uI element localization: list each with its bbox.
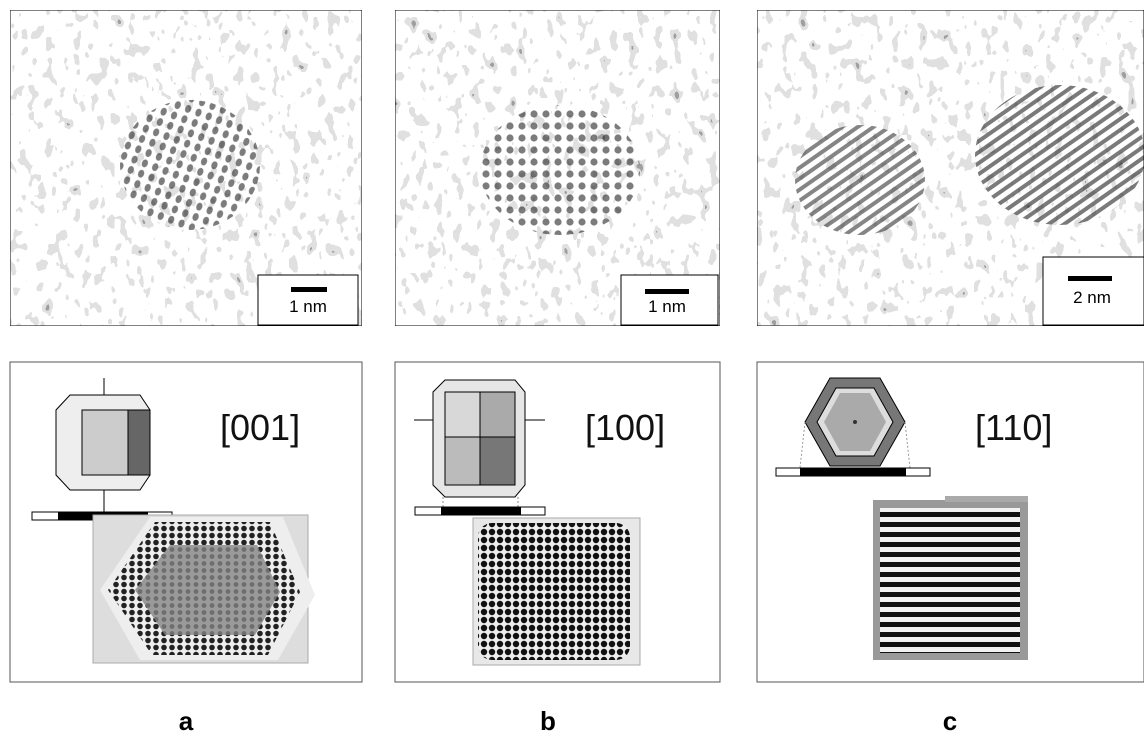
figure: 1 nm 1 nm 2 nm [001] (0, 0, 1144, 742)
page: {"panels": [ {"scale_bar": "1 nm", "dire… (0, 0, 1144, 742)
panel-label: c (943, 706, 957, 736)
scale-bar-c: 2 nm (1043, 257, 1144, 325)
zone-axis: [110] (975, 407, 1052, 448)
scale-bar-a: 1 nm (258, 275, 358, 325)
model-panel-b: [100] (395, 362, 720, 682)
zone-axis: [100] (585, 407, 665, 448)
scale-bar-label: 1 nm (289, 297, 327, 316)
zone-axis: [001] (220, 407, 300, 448)
scale-bar-label: 2 nm (1073, 288, 1111, 307)
model-panel-c: [110] (757, 362, 1144, 682)
panel-label: a (179, 706, 194, 736)
panel-label: b (540, 706, 556, 736)
model-panel-a: [001] (10, 362, 362, 682)
scale-bar-b: 1 nm (621, 275, 718, 325)
scale-bar-label: 1 nm (648, 297, 686, 316)
